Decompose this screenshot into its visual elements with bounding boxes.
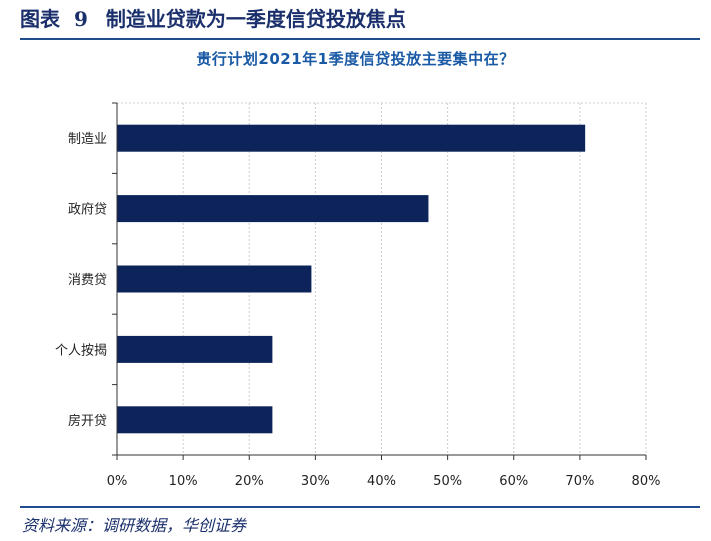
figure-label: 图表 [20, 7, 60, 31]
category-label-2: 消费贷 [68, 273, 107, 288]
x-tick-label-5: 50% [433, 474, 462, 489]
bar-0 [117, 124, 586, 152]
figure-number: 9 [74, 7, 88, 31]
bar-3 [117, 335, 273, 363]
x-tick-label-7: 70% [565, 474, 594, 489]
category-label-1: 政府贷 [68, 203, 107, 218]
x-tick-label-1: 10% [169, 474, 198, 489]
x-tick-label-3: 30% [301, 474, 330, 489]
bar-4 [117, 406, 273, 434]
bar-2 [117, 265, 312, 293]
footer-rule [20, 506, 700, 508]
bar-1 [117, 195, 429, 223]
category-label-0: 制造业 [68, 132, 107, 147]
figure-title: 制造业贷款为一季度信贷投放焦点 [105, 7, 406, 31]
axes [112, 102, 647, 460]
bars [117, 124, 586, 434]
chart-title: 贵行计划2021年1季度信贷投放主要集中在？ [196, 50, 515, 68]
figure-header: 图表 9 制造业贷款为一季度信贷投放焦点 [20, 2, 700, 40]
category-label-4: 房开贷 [68, 413, 107, 429]
x-tick-label-2: 20% [235, 474, 264, 489]
x-tick-label-8: 80% [632, 474, 661, 489]
x-tick-label-0: 0% [107, 474, 128, 489]
x-tick-label-6: 60% [499, 474, 528, 489]
category-label-3: 个人按揭 [55, 343, 107, 358]
source-note: 资料来源：调研数据，华创证券 [22, 516, 247, 535]
x-tick-label-4: 40% [367, 474, 396, 489]
